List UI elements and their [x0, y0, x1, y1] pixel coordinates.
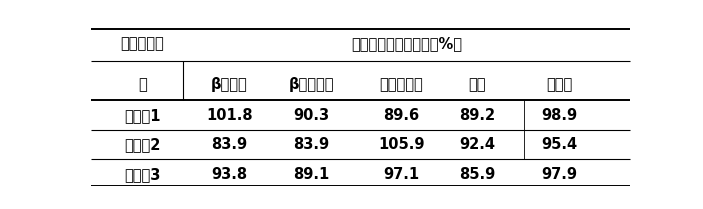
Text: 85.9: 85.9 [459, 167, 496, 182]
Text: 98.9: 98.9 [541, 108, 577, 123]
Text: 平行待测样: 平行待测样 [120, 36, 165, 51]
Text: 样品－3: 样品－3 [124, 167, 160, 182]
Text: 83.9: 83.9 [293, 138, 329, 153]
Text: 样品－2: 样品－2 [124, 138, 160, 153]
Text: 92.4: 92.4 [460, 138, 496, 153]
Text: β－苯酚: β－苯酚 [211, 77, 248, 92]
Text: 105.9: 105.9 [378, 138, 425, 153]
Text: 93.8: 93.8 [212, 167, 247, 182]
Text: 品: 品 [138, 77, 147, 92]
Text: 二甲苯麝香: 二甲苯麝香 [380, 77, 423, 92]
Text: 89.6: 89.6 [383, 108, 419, 123]
Text: 97.1: 97.1 [383, 167, 419, 182]
Text: 89.1: 89.1 [293, 167, 330, 182]
Text: 咪唑: 咪唑 [469, 77, 486, 92]
Text: 89.2: 89.2 [459, 108, 496, 123]
Text: β－细辛醚: β－细辛醚 [288, 77, 334, 92]
Text: 90.3: 90.3 [293, 108, 329, 123]
Text: 样品－1: 样品－1 [124, 108, 160, 123]
Text: 全超声提取的回收率（%）: 全超声提取的回收率（%） [351, 36, 462, 51]
Text: 95.4: 95.4 [541, 138, 577, 153]
Text: 97.9: 97.9 [541, 167, 577, 182]
Text: 83.9: 83.9 [212, 138, 247, 153]
Text: 芝麻酚: 芝麻酚 [546, 77, 572, 92]
Text: 101.8: 101.8 [206, 108, 253, 123]
